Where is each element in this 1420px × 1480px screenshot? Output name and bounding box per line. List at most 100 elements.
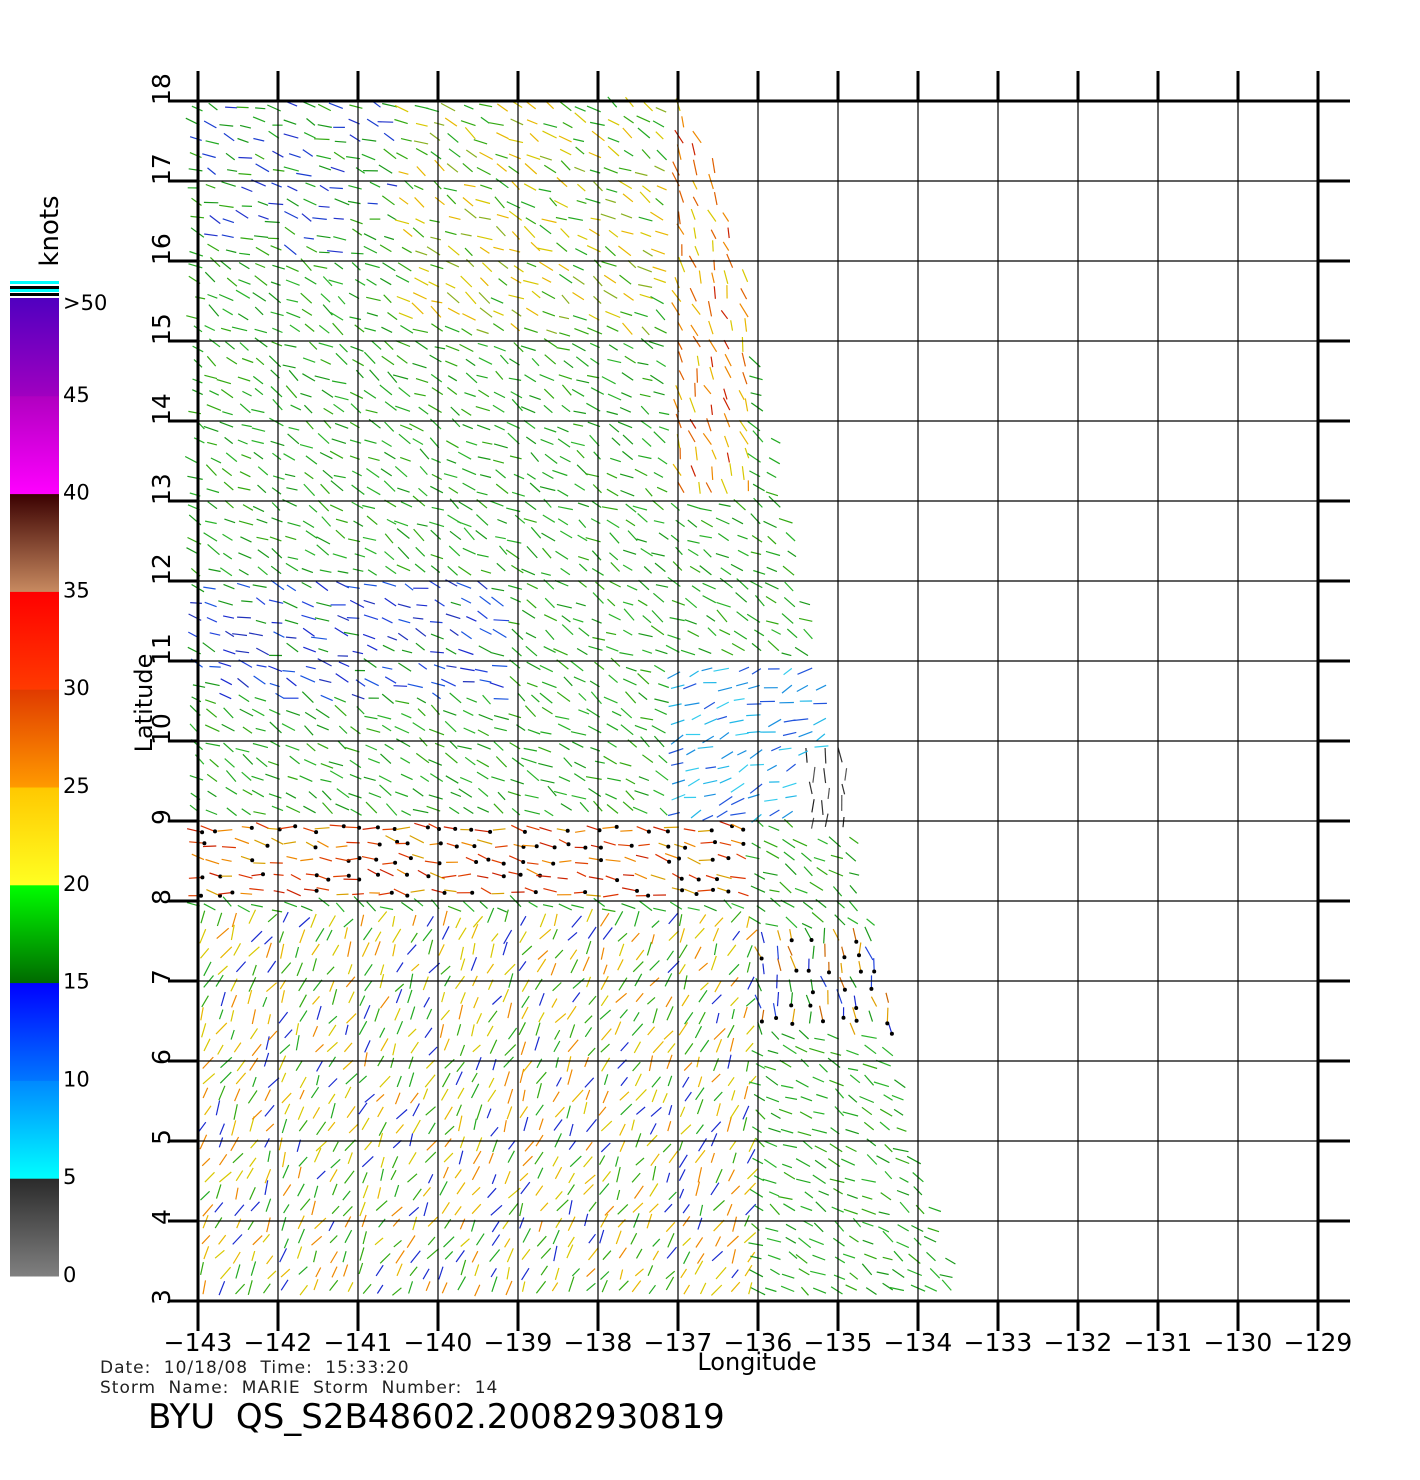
wind-vector [695, 1124, 704, 1135]
wind-vector [575, 356, 589, 367]
wind-vector [221, 468, 233, 477]
wind-vector [755, 1137, 765, 1148]
wind-vector [588, 645, 603, 651]
wind-vector [316, 235, 331, 239]
wind-vector [255, 246, 270, 256]
wind-vector [363, 245, 378, 254]
wind-vector [744, 447, 750, 459]
wind-vector [222, 615, 235, 619]
wind-vector [677, 211, 681, 225]
rain-flag-dot [696, 877, 701, 882]
x-tick-label: −135 [804, 1328, 873, 1357]
wind-vector [578, 709, 590, 715]
rain-flag-dot [789, 938, 794, 943]
wind-vector [238, 552, 252, 559]
wind-vector [221, 181, 236, 187]
wind-vector [312, 217, 327, 220]
wind-vector [392, 944, 396, 957]
wind-vector [520, 1181, 531, 1195]
wind-vector [323, 419, 332, 429]
wind-vector [477, 456, 491, 461]
wind-vector [386, 518, 397, 525]
wind-vector [478, 389, 490, 398]
wind-vector [504, 1071, 510, 1087]
wind-vector [284, 1103, 291, 1115]
wind-vector [460, 275, 473, 288]
wind-vector [205, 809, 218, 816]
wind-vector [563, 676, 573, 687]
wind-vector [400, 501, 413, 508]
colorbar-label: 30 [63, 676, 90, 700]
wind-vector [945, 1257, 956, 1265]
wind-vector [254, 387, 264, 396]
wind-vector [418, 406, 429, 415]
wind-vector [523, 183, 537, 191]
wind-vector [322, 469, 333, 479]
storm-info-line: Storm Name: MARIE Storm Number: 14 [100, 1378, 499, 1398]
x-tick-label: −137 [644, 1328, 713, 1357]
wind-vector [387, 635, 398, 641]
wind-vector [652, 1250, 660, 1261]
wind-vector [203, 1038, 211, 1052]
wind-vector [475, 1137, 483, 1152]
wind-vector [252, 292, 267, 302]
wind-vector [218, 1280, 226, 1296]
wind-vector [698, 270, 702, 284]
wind-vector [394, 118, 408, 125]
wind-vector [587, 327, 603, 335]
wind-vector [337, 614, 350, 621]
wind-vector [675, 385, 683, 401]
wind-vector [238, 261, 250, 270]
wind-vector [552, 1229, 560, 1245]
wind-vector [251, 1250, 256, 1261]
wind-vector [619, 406, 632, 413]
wind-vector [559, 332, 571, 337]
wind-vector [334, 198, 350, 206]
wind-vector [201, 995, 209, 1008]
wind-vector [705, 766, 717, 769]
wind-vector [663, 826, 679, 829]
wind-vector [328, 1093, 336, 1105]
wind-vector [557, 438, 571, 448]
wind-vector [283, 453, 296, 461]
colorbar-label: 10 [63, 1067, 90, 1091]
wind-vector [582, 956, 590, 972]
wind-vector [349, 759, 362, 769]
wind-vector [718, 796, 733, 806]
wind-vector [540, 438, 554, 446]
wind-vector [795, 1254, 808, 1264]
wind-vector [554, 1267, 560, 1280]
wind-vector [208, 568, 221, 573]
wind-vector [268, 130, 280, 139]
wind-vector [295, 1035, 300, 1051]
wind-vector [304, 323, 315, 332]
wind-vector [538, 1118, 544, 1131]
wind-vector [283, 1204, 290, 1214]
wind-vector [588, 1201, 597, 1212]
wind-vector [795, 1045, 808, 1053]
wind-vector [634, 171, 648, 177]
wind-vector [555, 1217, 563, 1229]
rain-flag-dot [646, 829, 651, 834]
wind-vector [689, 565, 701, 573]
wind-vector [455, 1071, 463, 1086]
wind-vector [893, 1250, 904, 1262]
wind-vector [720, 310, 729, 320]
wind-vector [283, 119, 297, 125]
wind-vector [607, 598, 616, 607]
wind-vector [490, 1267, 497, 1278]
wind-vector [801, 922, 813, 929]
wind-vector [737, 534, 748, 540]
wind-vector [780, 1084, 794, 1089]
wind-vector [587, 926, 597, 939]
wind-vector [471, 1250, 479, 1263]
wind-vector [747, 1251, 756, 1263]
wind-vector [618, 1247, 627, 1259]
wind-vector [566, 1105, 571, 1119]
wind-vector [264, 1104, 275, 1117]
wind-vector [214, 1217, 223, 1229]
wind-vector [462, 197, 474, 207]
wind-vector [296, 1246, 303, 1259]
wind-vector [748, 1081, 761, 1086]
wind-vector [767, 718, 782, 728]
